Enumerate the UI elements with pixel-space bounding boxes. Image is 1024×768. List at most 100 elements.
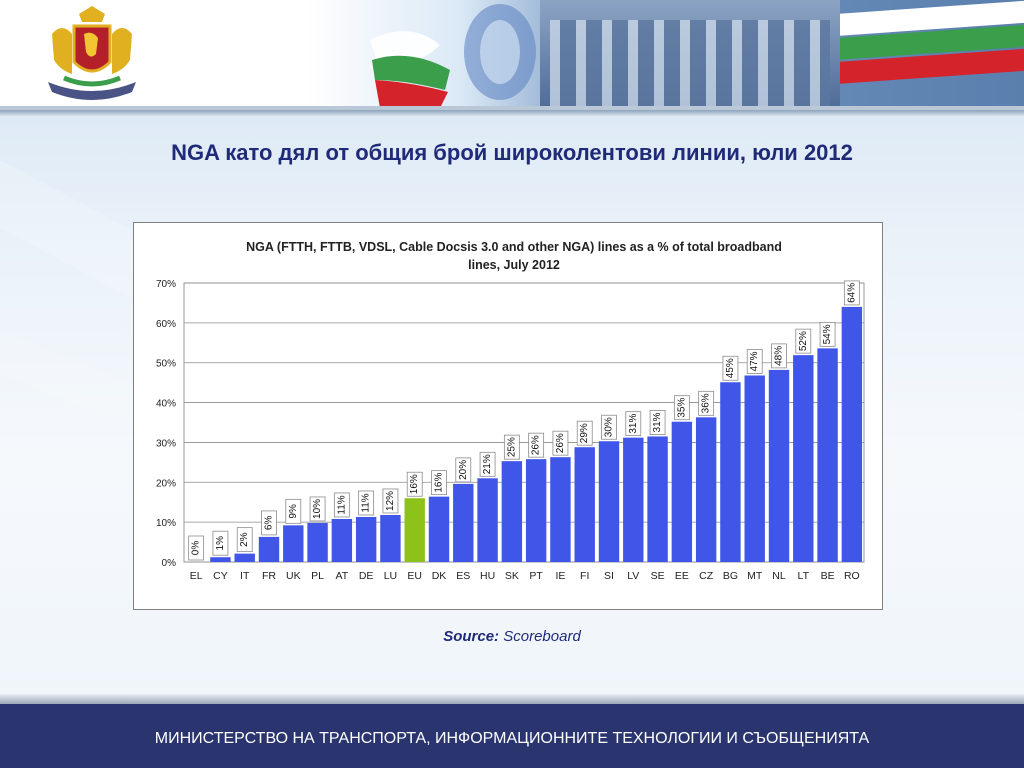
y-tick-label: 30% [156,438,176,449]
building-image [540,0,840,108]
x-tick-label: SK [505,570,519,582]
y-tick-label: 20% [156,478,176,489]
data-label: 48% [774,346,785,366]
bar-nl [768,369,790,562]
data-label-box [431,470,447,496]
data-label: 26% [531,435,542,455]
data-label: 11% [336,495,347,514]
footer-divider [0,694,1024,704]
bar-fr [258,536,280,562]
x-tick-label: BE [821,570,835,582]
data-label-box [455,457,472,483]
data-label: 0% [191,541,202,556]
x-tick-label: LT [798,570,810,582]
bar-lv [623,437,644,562]
data-label: 64% [846,283,857,303]
x-tick-label: IE [555,570,565,582]
x-tick-label: EE [675,570,689,582]
bar-cz [695,417,717,562]
data-label: 1% [215,536,226,551]
x-tick-label: EU [407,570,422,582]
x-tick-label: DE [359,570,374,582]
data-label-box [649,410,666,435]
data-label: 16% [409,474,420,494]
building-columns [550,20,830,108]
data-label-box [673,395,690,421]
x-tick-label: LU [384,570,397,582]
data-label: 6% [264,516,275,531]
header-banner [0,0,1024,108]
x-tick-label: ES [456,570,470,582]
bar-si [598,441,620,562]
data-label: 45% [725,358,736,378]
data-label: 25% [506,437,517,457]
data-label: 31% [652,412,663,432]
data-label-box [819,321,836,347]
data-label: 9% [288,504,299,519]
data-label: 16% [434,473,445,493]
data-label-box [552,430,569,456]
data-label-box [212,530,229,556]
x-tick-label: HU [480,570,495,582]
x-tick-label: CZ [699,570,714,582]
bar-se [647,436,668,562]
x-tick-label: CY [213,570,228,582]
bar-pl [307,522,328,562]
x-tick-label: FR [262,570,276,582]
y-tick-label: 40% [156,399,176,410]
source-value: Scoreboard [503,628,581,645]
data-label: 54% [822,324,833,344]
data-label: 12% [385,491,396,511]
footer-bar [0,704,1024,768]
y-tick-label: 0% [162,558,177,569]
data-label: 30% [604,417,615,437]
x-tick-label: NL [772,570,786,582]
x-tick-label: LV [627,570,639,582]
coat-of-arms-icon [48,6,136,100]
bar-ee [671,421,693,562]
data-label-box [843,280,860,306]
data-label-box [285,498,302,524]
header-divider [0,106,1024,110]
bar-bg [720,382,741,562]
x-tick-label: SE [651,570,665,582]
y-tick-label: 10% [156,518,176,529]
bar-lu [380,514,401,562]
data-label: 2% [239,532,250,547]
data-label-box [261,510,277,536]
header-shadow [0,110,1024,116]
data-label-box [406,471,423,497]
y-tick-label: 50% [156,359,176,370]
x-tick-label: EL [190,570,203,582]
bar-eu [404,498,425,562]
x-tick-label: PT [529,570,543,582]
data-label-box [625,411,642,437]
data-label: 47% [749,351,760,371]
bar-ie [550,457,571,562]
y-tick-label: 70% [156,279,176,290]
data-label-box [576,420,593,446]
y-tick-label: 60% [156,319,176,330]
x-tick-label: SI [604,570,614,582]
bar-uk [283,525,304,562]
bar-chart: NGA (FTTH, FTTB, VDSL, Cable Docsis 3.0 … [156,240,865,582]
bar-pt [525,459,547,562]
chart-title-line2: lines, July 2012 [468,258,560,272]
data-label-box [358,490,375,516]
footer-ministry-name: МИНИСТЕРСТВО НА ТРАНСПОРТА, ИНФОРМАЦИОНН… [154,730,870,747]
data-label-box [309,496,326,522]
bar-de [355,516,377,562]
e-logo-icon [370,4,536,108]
x-tick-label: AT [336,570,349,582]
bar-sk [501,461,523,562]
bar-ro [841,306,863,562]
data-label-box [479,451,496,477]
data-label: 21% [482,454,493,474]
source-label: Source: [443,628,500,645]
x-tick-label: RO [844,570,860,582]
chart-container: NGA (FTTH, FTTB, VDSL, Cable Docsis 3.0 … [133,222,883,610]
data-label: 29% [579,423,590,443]
x-tick-label: UK [286,570,301,582]
bar-lt [793,355,814,562]
data-label: 36% [701,393,712,413]
